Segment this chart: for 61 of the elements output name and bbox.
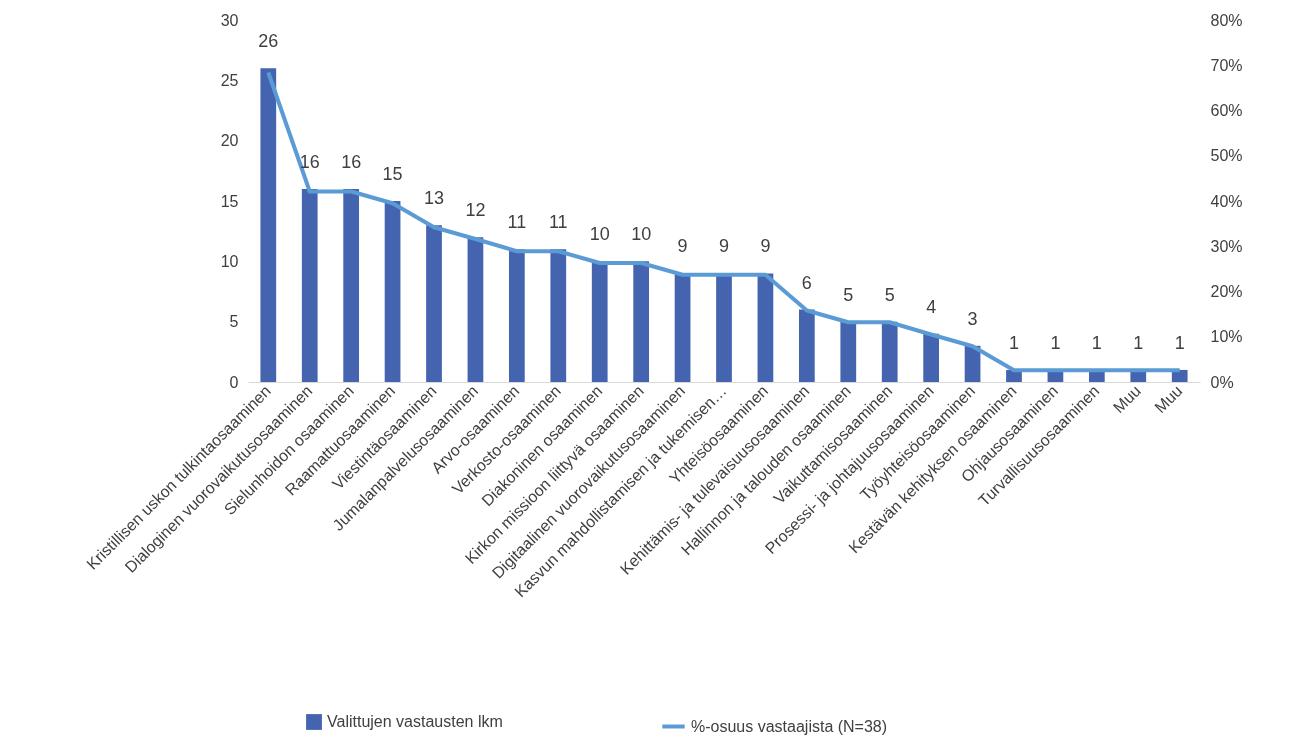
data-label: 5	[843, 284, 854, 305]
data-label: 10	[631, 224, 652, 245]
bar	[881, 321, 898, 382]
y-tick-label: 20	[220, 132, 239, 150]
y-tick-label: 25	[220, 71, 239, 89]
bar	[508, 249, 525, 382]
data-label: 1	[1091, 332, 1102, 353]
line-series	[266, 70, 1182, 373]
bar	[923, 333, 940, 382]
bar	[840, 321, 857, 382]
legend-label: Valittujen vastausten lkm	[327, 713, 503, 730]
y2-tick-label: 10%	[1210, 328, 1243, 346]
data-label: 1	[1133, 332, 1144, 353]
x-tick-label: Muu	[1109, 382, 1144, 417]
data-label: 26	[258, 31, 279, 52]
data-label: 9	[677, 236, 688, 257]
y-tick-label: 5	[229, 313, 239, 331]
data-label: 13	[423, 188, 445, 209]
bar	[757, 273, 774, 382]
data-label: 1	[1008, 332, 1019, 353]
y2-tick-label: 0%	[1210, 373, 1234, 391]
data-label: 11	[507, 212, 527, 233]
bar	[1171, 369, 1188, 382]
y2-tick-label: 60%	[1210, 102, 1243, 119]
data-label: 1	[1050, 332, 1061, 353]
bar	[426, 225, 442, 382]
y-tick-label: 30	[220, 11, 239, 29]
data-label: 11	[548, 212, 568, 233]
bar	[674, 273, 691, 382]
data-label: 5	[884, 284, 895, 305]
y-tick-label: 10	[220, 252, 239, 270]
data-label: 3	[967, 308, 978, 329]
bar	[384, 201, 401, 382]
x-tick-label: Muu	[1151, 382, 1186, 417]
bar	[633, 261, 650, 382]
data-label: 15	[382, 164, 403, 184]
data-label: 16	[341, 151, 362, 172]
data-label: 4	[926, 296, 937, 317]
bar	[343, 188, 360, 382]
y-tick-label: 15	[220, 192, 239, 210]
data-label: 9	[760, 236, 771, 257]
bar	[260, 68, 277, 382]
data-label: 12	[465, 200, 486, 221]
y2-tick-label: 50%	[1210, 147, 1243, 165]
y2-tick-label: 30%	[1210, 237, 1243, 255]
y2-tick-label: 40%	[1210, 192, 1243, 210]
bar	[550, 249, 567, 382]
bar	[798, 309, 815, 382]
bar	[591, 261, 608, 382]
y-tick-label: 0	[229, 373, 239, 391]
bar	[467, 237, 484, 382]
data-label: 6	[801, 272, 812, 293]
data-label: 9	[718, 236, 730, 257]
y2-tick-label: 70%	[1210, 56, 1243, 74]
y2-tick-label: 20%	[1210, 283, 1243, 300]
data-label: 10	[589, 224, 610, 245]
legend-label: %-osuus vastaajista (N=38)	[691, 717, 888, 735]
y2-tick-label: 80%	[1210, 11, 1243, 29]
bar	[301, 188, 318, 382]
data-label: 1	[1174, 332, 1185, 353]
data-label: 16	[299, 151, 320, 172]
